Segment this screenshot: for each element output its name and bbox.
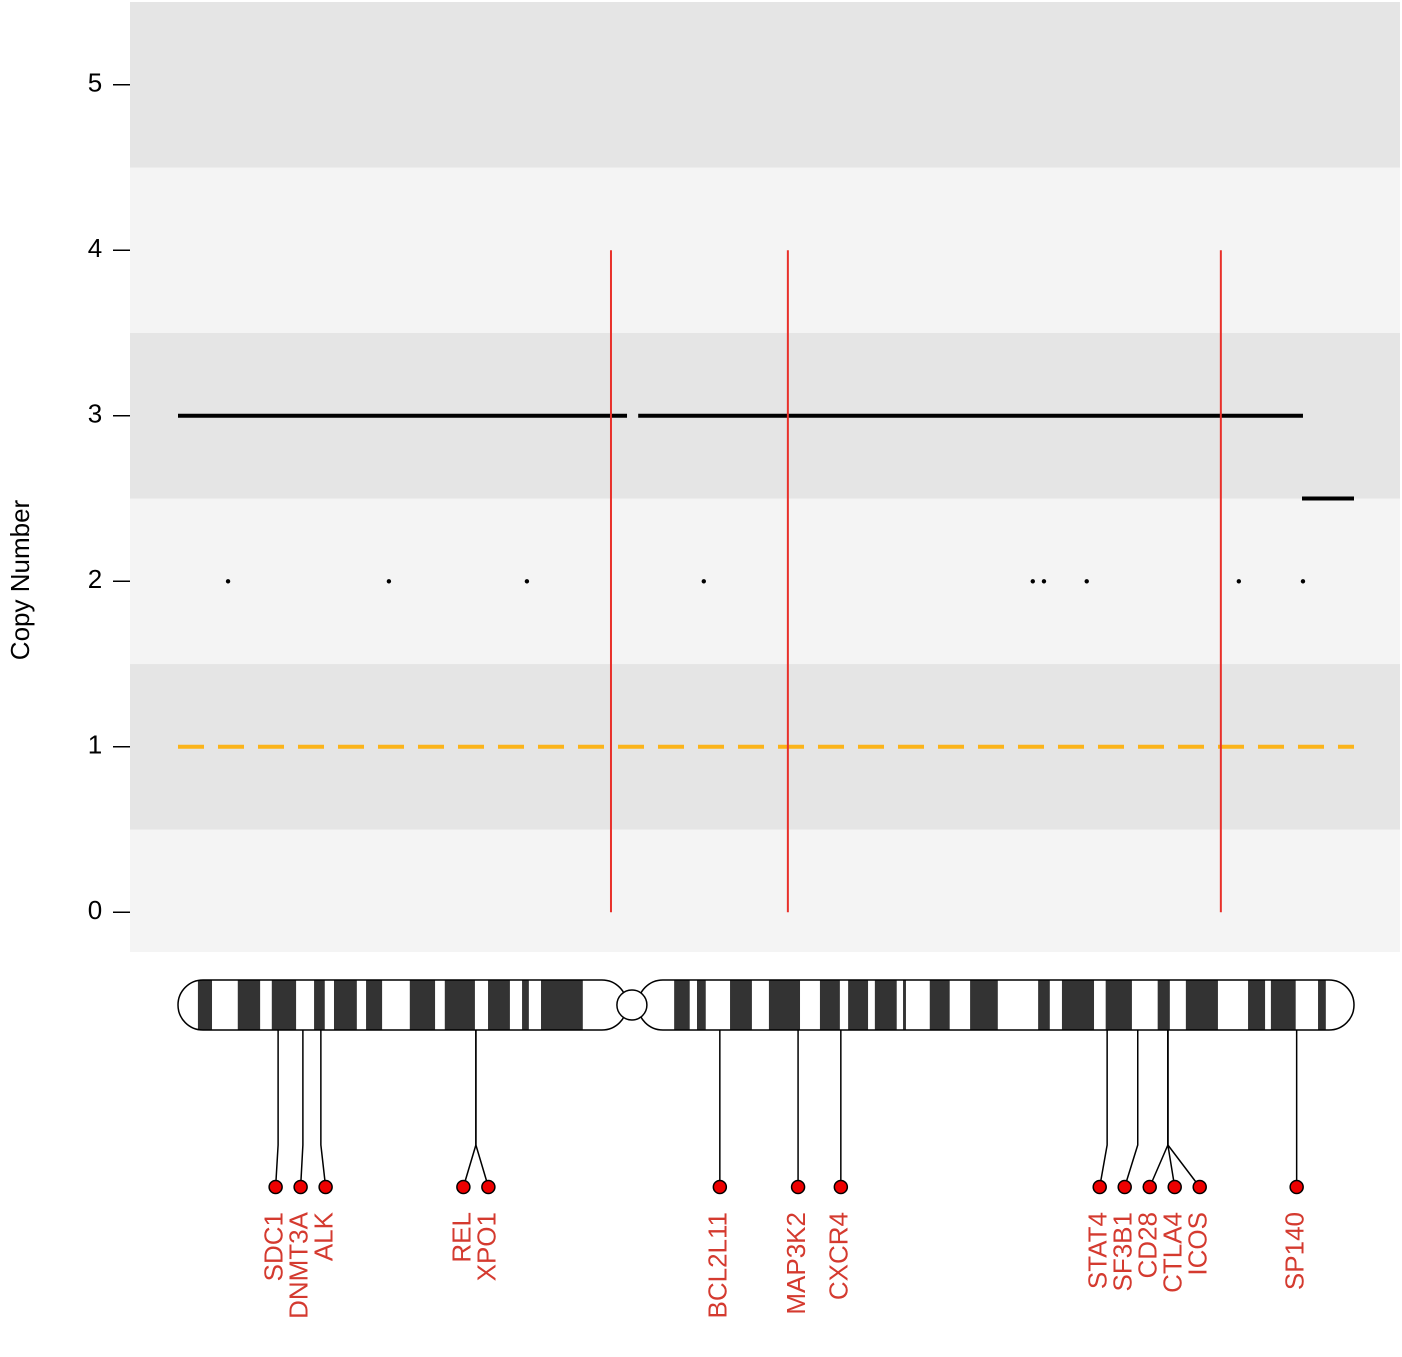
y-axis-label: Copy Number [5, 499, 35, 660]
point [1300, 579, 1306, 584]
gene-connector [320, 1030, 327, 1188]
gene-connector [1167, 1030, 1176, 1188]
cytoband [970, 980, 998, 1030]
gene-dot [318, 1179, 333, 1195]
y-tick-label: 2 [88, 564, 102, 594]
cytoband [314, 980, 325, 1030]
gene-label: BCL2L11 [703, 1212, 733, 1319]
point [225, 579, 231, 584]
cytoband [848, 980, 869, 1030]
gene-dot [1142, 1179, 1157, 1195]
point [1236, 579, 1242, 584]
gene-dot [1167, 1179, 1182, 1195]
band-group [674, 980, 1326, 1030]
gene-dot [712, 1179, 728, 1195]
gene-label: CTLA4 [1158, 1212, 1188, 1293]
cytoband [674, 980, 690, 1030]
point [1041, 579, 1047, 584]
gene-dot [1117, 1179, 1132, 1195]
gene-label: SF3B1 [1108, 1212, 1138, 1292]
cytoband [1157, 980, 1170, 1030]
gene-connector [462, 1030, 477, 1188]
gene-connector [1123, 1030, 1139, 1188]
band-group [197, 980, 583, 1030]
cytoband [541, 980, 583, 1030]
cytoband [768, 980, 801, 1030]
cytoband [1185, 980, 1218, 1030]
cytoband [1061, 980, 1095, 1030]
cytoband [696, 980, 706, 1030]
gene-label: XPO1 [471, 1212, 501, 1281]
background-band [130, 829, 1400, 952]
cytoband [271, 980, 297, 1030]
gene-dot [268, 1179, 283, 1195]
cytoband [874, 980, 897, 1030]
gene-label: STAT4 [1083, 1212, 1113, 1289]
gene-connector [299, 1030, 304, 1188]
cytoband [1105, 980, 1132, 1030]
background-band [130, 2, 1400, 168]
gene-dot [481, 1179, 496, 1195]
gene-label: SP140 [1280, 1212, 1310, 1290]
cytoband [819, 980, 840, 1030]
y-tick-label: 5 [88, 68, 102, 98]
background-band [130, 167, 1400, 334]
cytoband [1270, 980, 1296, 1030]
y-tick-label: 3 [88, 399, 102, 429]
y-tick-label: 0 [88, 895, 102, 925]
gene-dot [833, 1179, 849, 1195]
gene-connector [1098, 1030, 1108, 1188]
gene-label: ALK [308, 1211, 338, 1261]
centromere [616, 989, 648, 1021]
point [701, 579, 706, 584]
y-tick-label: 4 [88, 233, 102, 263]
gene-label: ICOS [1183, 1212, 1213, 1276]
gene-connector [475, 1030, 490, 1188]
point [386, 579, 392, 584]
point [1084, 579, 1089, 584]
cytoband [522, 980, 529, 1030]
cytoband [197, 980, 213, 1030]
cytoband [237, 980, 261, 1030]
cytoband [929, 980, 950, 1030]
gene-label: CXCR4 [824, 1212, 854, 1300]
gene-label: MAP3K2 [781, 1212, 811, 1315]
gene-dot [456, 1179, 471, 1195]
cytoband [730, 980, 752, 1030]
gene-dot [1192, 1179, 1207, 1195]
point [1030, 579, 1035, 584]
gene-dot [790, 1179, 806, 1195]
cytoband [333, 980, 357, 1030]
gene-label: SDC1 [258, 1212, 288, 1281]
cytoband [903, 980, 906, 1030]
y-tick-label: 1 [88, 730, 102, 760]
gene-connector [1149, 1030, 1169, 1188]
point [524, 579, 530, 584]
gene-dot [293, 1179, 308, 1195]
cytoband [1038, 980, 1050, 1030]
gene-label: CD28 [1133, 1212, 1163, 1278]
gene-label: DNMT3A [283, 1211, 313, 1319]
gene-dot [1289, 1179, 1304, 1195]
background-band [130, 498, 1400, 665]
cytoband [1248, 980, 1266, 1030]
gene-label: REL [446, 1212, 476, 1263]
cytoband [366, 980, 383, 1030]
gene-dot [1092, 1179, 1107, 1195]
gene-connector [1167, 1030, 1201, 1188]
cytoband [1318, 980, 1326, 1030]
gene-connector [274, 1030, 279, 1188]
cytoband [488, 980, 510, 1030]
cytoband [409, 980, 436, 1030]
cytoband [444, 980, 475, 1030]
